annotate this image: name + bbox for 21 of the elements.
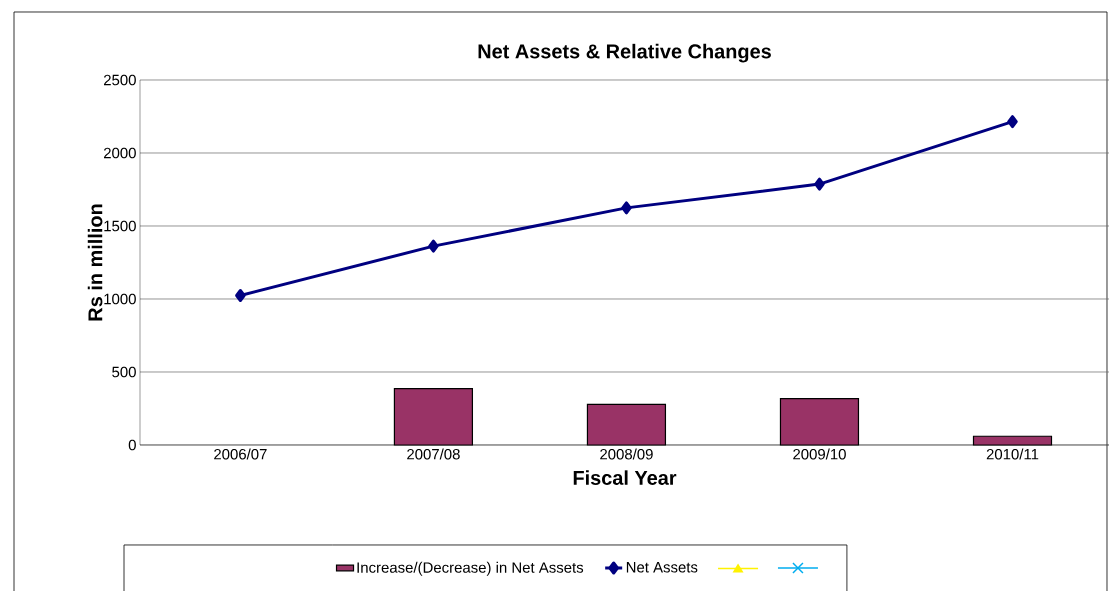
- y-tick-label: 1000: [104, 293, 136, 305]
- legend-label: Net Assets: [626, 562, 698, 573]
- y-tick-label: 1500: [104, 220, 136, 232]
- point: [621, 201, 632, 215]
- point: [1007, 115, 1018, 129]
- x-axis-title: Fiscal Year: [573, 470, 677, 485]
- y-tick-label: 2000: [104, 147, 136, 159]
- y-tick-label: 2500: [104, 74, 136, 86]
- y-tick-label: 0: [128, 439, 136, 451]
- x-tick-label: 2006/07: [214, 448, 267, 460]
- legend-label: Increase/(Decrease) in Net Assets: [357, 561, 584, 576]
- point: [235, 288, 246, 302]
- point: [428, 239, 439, 253]
- chart-title: Net Assets & Relative Changes: [478, 43, 771, 63]
- point: [814, 177, 825, 191]
- x-tick-label: 2008/09: [600, 448, 653, 460]
- x-tick-label: 2009/10: [793, 448, 846, 460]
- y-tick-label: 500: [112, 366, 136, 378]
- y-axis-title: Rs in million: [87, 204, 103, 321]
- x-tick-label: 2010/11: [986, 448, 1039, 460]
- x-tick-label: 2007/08: [407, 448, 460, 460]
